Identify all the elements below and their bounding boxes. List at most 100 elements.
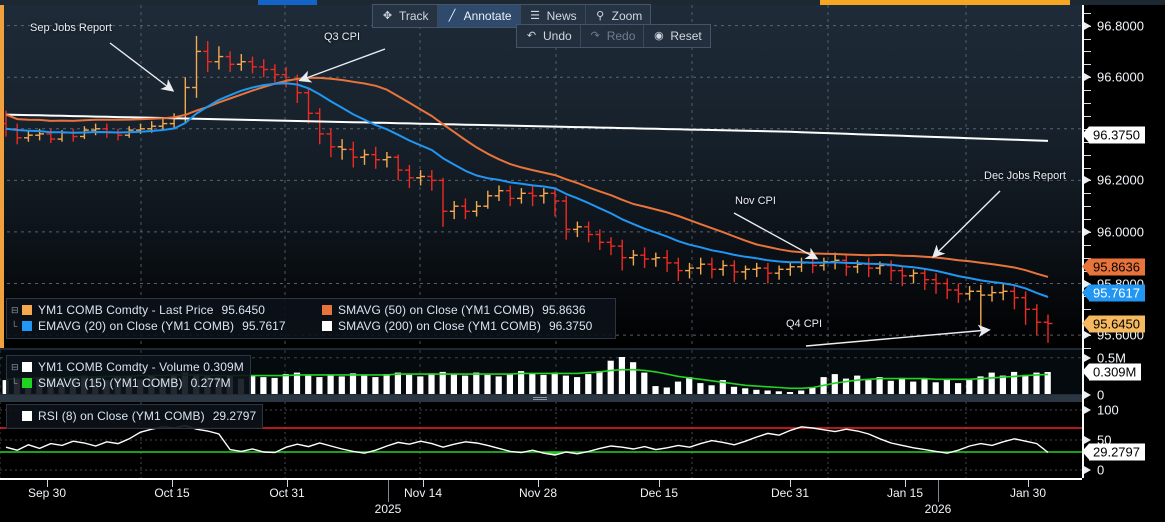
flag-notch [1082,443,1089,460]
rsi-flag[interactable]: 29.2797 [1082,443,1145,461]
legend-row[interactable]: SMAVG (50) on Close (YM1 COMB) 95.8636 [311,302,592,318]
chart-annotation-label[interactable]: Q4 CPI [786,318,823,330]
ohlc-bar [158,118,168,131]
annotate-button[interactable]: ╱ Annotate [437,5,521,27]
flag-notch [1082,363,1089,380]
ohlc-bar [203,41,213,73]
ohlc-bar [505,185,515,207]
axis-minor-tick [1084,154,1091,156]
ohlc-bar [113,128,123,141]
price-chart-panel[interactable] [0,5,1082,348]
flag-notch [1082,126,1089,143]
axis-minor-tick [1084,12,1091,14]
annotate-toolbar[interactable]: ↶ Undo ↷ Redo ◉ Reset [516,24,711,48]
legend-row[interactable]: └ SMAVG (15) (YM1 COMB) 0.277M [11,375,244,391]
button-label: Redo [606,29,636,43]
collapse-icon[interactable]: ⊟ [11,304,19,315]
rsi-axis-label: 0 [1097,462,1105,478]
date-axis-label: Dec 31 [770,486,810,500]
ohlc-bar [931,273,941,294]
ohlc-bar [1032,304,1042,336]
volume-bar [630,362,637,395]
chart-toolbar[interactable]: ✥ Track ╱ Annotate ☰ News ⚲ Zoom [372,4,652,28]
volume-flag[interactable]: 0.309M [1082,363,1142,381]
volume-bar [910,381,917,395]
crosshair-icon: ✥ [382,9,393,22]
chart-annotation-label[interactable]: Dec Jobs Report [984,170,1066,182]
tree-branch-icon: └ [11,321,18,331]
ohlc-bar [741,265,750,280]
button-label: Annotate [463,9,512,23]
ohlc-bar [24,131,33,142]
ohlc-bar [248,56,257,74]
chart-annotation-label[interactable]: Q3 CPI [324,31,361,43]
ohlc-bar [102,123,112,138]
scrollbar-grip-icon[interactable] [533,397,547,401]
ohlc-bar [1021,291,1030,325]
axis-tick-arrow [1084,21,1091,30]
legend-color-swatch [322,305,332,315]
volume-bar [831,374,838,395]
ohlc-bar [584,221,593,243]
redo-button[interactable]: ↷ Redo [581,25,645,47]
rsi-chart-svg [0,402,1082,478]
ohlc-bar [920,268,930,290]
ohlc-bar [573,221,582,238]
date-axis-label: Nov 14 [403,486,443,500]
ohlc-bar [909,269,918,284]
volume-bar [450,374,457,395]
volume-bar [898,377,906,395]
price-legend[interactable]: ⊟ YM1 COMB Comdty - Last Price 95.6450 └ EMA… [6,298,616,339]
ohlc-bar [214,46,224,70]
legend-row[interactable]: └ EMAVG (20) on Close (YM1 COMB) 95.7617 [11,318,311,334]
ohlc-bar [236,54,246,71]
axis-tick-arrow [1084,73,1091,82]
rsi-legend[interactable]: RSI (8) on Close (YM1 COMB) 29.2797 [6,404,264,429]
rsi-chart-panel[interactable] [0,402,1082,478]
ohlc-bar [472,201,481,217]
flag-value: 95.6450 [1093,316,1140,331]
ohlc-bar [68,128,78,142]
active-tab-indicator[interactable] [258,0,317,7]
zoom-button[interactable]: ⚲ Zoom [586,5,651,27]
axis-tick-arrow [1084,466,1091,474]
legend-row[interactable]: RSI (8) on Close (YM1 COMB) 29.2797 [11,408,256,424]
chart-annotation-label[interactable]: Nov CPI [735,195,776,207]
reset-button[interactable]: ◉ Reset [644,25,709,47]
date-axis-tick [905,480,906,487]
volume-bar [551,372,558,395]
volume-bar [249,375,256,395]
volume-legend[interactable]: ⊟ YM1 COMB Comdty - Volume 0.309M └ SMAVG (… [6,355,251,396]
ohlc-bar [337,139,347,160]
ohlc-bar [763,262,773,284]
ohlc-bar [180,77,190,124]
price-axis[interactable]: 96.8000 96.6000 96.2000 96.0000 95.8000 95.60… [1082,5,1165,478]
date-axis-label: Nov 28 [518,486,558,500]
ohlc-bar [606,237,616,256]
volume-bar [316,377,323,395]
price-flag-95.6450[interactable]: 95.6450 [1082,315,1145,332]
price-flag-95.7617[interactable]: 95.7617 [1082,284,1145,302]
legend-columns: ⊟ YM1 COMB Comdty - Last Price 95.6450 └ EMA… [11,302,609,334]
volume-bar [372,377,379,395]
ohlc-bar [393,154,403,181]
volume-bar [932,382,939,395]
price-flag-95.8636[interactable]: 95.8636 [1082,258,1145,276]
track-button[interactable]: ✥ Track [373,5,438,27]
horizontal-scrollbar[interactable] [0,394,1082,403]
ohlc-bar [483,190,493,209]
axis-minor-tick [1084,103,1091,104]
undo-button[interactable]: ↶ Undo [517,25,581,47]
price-flag-96.3750[interactable]: 96.3750 [1082,126,1145,144]
news-button[interactable]: ☰ News [521,5,586,27]
volume-bar [439,371,446,395]
axis-minor-tick [1084,309,1091,311]
ohlc-bar [405,164,414,189]
legend-row[interactable]: ⊟ YM1 COMB Comdty - Volume 0.309M [11,359,244,375]
collapse-icon[interactable]: ⊟ [11,361,19,372]
legend-row[interactable]: ⊟ YM1 COMB Comdty - Last Price 95.6450 [11,302,311,318]
legend-row[interactable]: SMAVG (200) on Close (YM1 COMB) 96.3750 [311,318,592,334]
chart-annotation-label[interactable]: Sep Jobs Report [30,22,112,34]
volume-bar [327,374,334,395]
volume-bar [383,374,390,395]
